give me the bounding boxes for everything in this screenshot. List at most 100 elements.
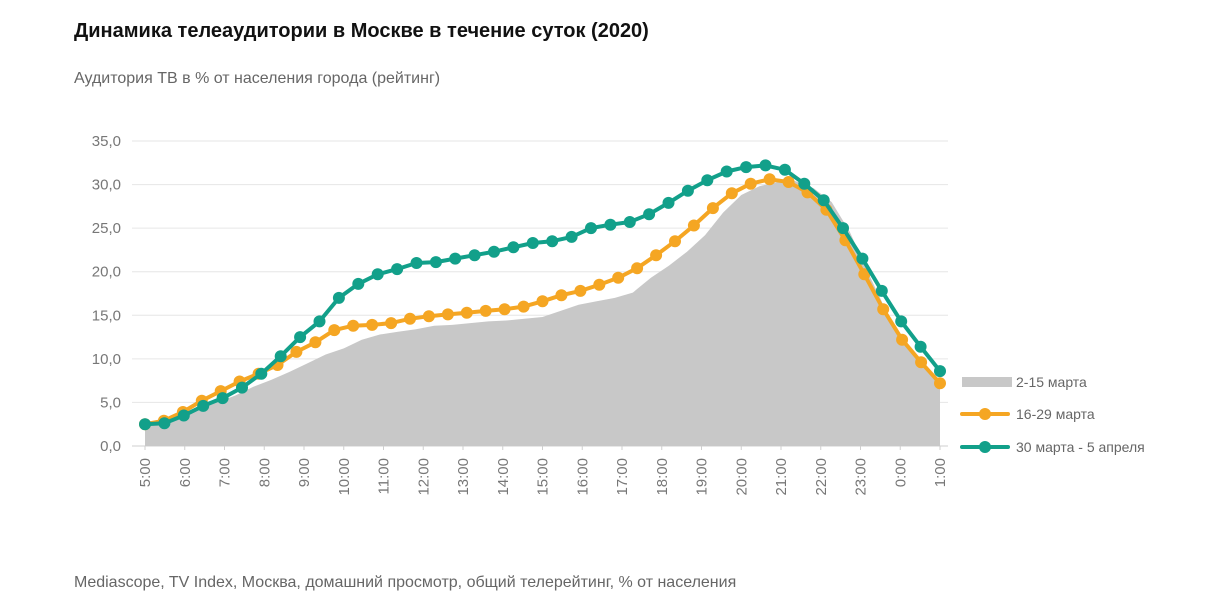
y-tick-label: 15,0 bbox=[92, 307, 121, 324]
data-point bbox=[158, 417, 171, 430]
legend-swatch bbox=[962, 377, 1012, 387]
x-tick-label: 13:00 bbox=[455, 458, 472, 496]
x-tick-label: 7:00 bbox=[217, 458, 234, 487]
y-tick-label: 20,0 bbox=[92, 264, 121, 281]
data-point bbox=[915, 356, 928, 369]
data-point bbox=[517, 300, 530, 313]
x-tick-label: 6:00 bbox=[177, 458, 194, 487]
data-point bbox=[763, 173, 776, 186]
data-point bbox=[479, 304, 492, 317]
y-tick-label: 0,0 bbox=[100, 438, 121, 455]
data-point bbox=[139, 418, 151, 431]
chart-title: Динамика телеаудитории в Москве в течени… bbox=[74, 20, 649, 42]
data-point bbox=[740, 161, 753, 174]
data-point bbox=[837, 222, 849, 235]
x-tick-label: 15:00 bbox=[535, 458, 552, 496]
x-tick-label: 23:00 bbox=[853, 458, 870, 496]
legend-marker bbox=[979, 408, 991, 420]
plot-area bbox=[139, 159, 946, 446]
data-point bbox=[623, 216, 636, 228]
data-point bbox=[460, 306, 473, 319]
x-tick-label: 10:00 bbox=[336, 458, 353, 496]
data-point bbox=[328, 324, 341, 337]
data-point bbox=[687, 219, 700, 232]
x-tick-label: 16:00 bbox=[574, 458, 591, 496]
data-point bbox=[366, 318, 379, 331]
x-tick-label: 1:00 bbox=[932, 458, 949, 487]
data-point bbox=[798, 177, 811, 190]
legend-item: 30 марта - 5 апреля bbox=[960, 439, 1145, 455]
data-point bbox=[759, 159, 772, 172]
data-point bbox=[875, 284, 888, 297]
x-tick-label: 21:00 bbox=[773, 458, 790, 496]
data-point bbox=[858, 268, 871, 281]
data-point bbox=[391, 263, 404, 276]
x-tick-label: 17:00 bbox=[614, 458, 631, 496]
legend-marker bbox=[979, 441, 991, 453]
data-point bbox=[507, 241, 520, 254]
x-tick-label: 22:00 bbox=[813, 458, 830, 496]
y-tick-label: 10,0 bbox=[92, 351, 121, 368]
data-point bbox=[662, 196, 675, 209]
data-point bbox=[725, 187, 738, 200]
data-point bbox=[643, 208, 656, 221]
data-point bbox=[385, 317, 398, 330]
x-tick-label: 18:00 bbox=[654, 458, 671, 496]
legend-item: 16-29 марта bbox=[960, 406, 1095, 422]
data-point bbox=[877, 303, 890, 316]
series-area-2-15-marta bbox=[145, 181, 940, 446]
y-tick-label: 35,0 bbox=[92, 133, 121, 150]
data-point bbox=[177, 409, 190, 422]
data-point bbox=[449, 252, 462, 265]
y-axis: 0,0 5,0 10,0 15,0 20,0 25,0 30,0 35,0 bbox=[92, 133, 121, 455]
x-tick-label: 12:00 bbox=[415, 458, 432, 496]
data-point bbox=[526, 237, 539, 249]
data-point bbox=[536, 295, 549, 308]
data-point bbox=[593, 278, 606, 291]
data-point bbox=[441, 308, 454, 321]
data-point bbox=[371, 268, 384, 281]
x-tick-label: 9:00 bbox=[296, 458, 313, 487]
x-axis: 5:00 6:00 7:00 8:00 9:00 10:00 11:00 12:00 13:00… bbox=[137, 446, 949, 496]
data-point bbox=[817, 194, 830, 207]
data-point bbox=[498, 303, 511, 316]
data-point bbox=[546, 235, 559, 248]
data-point bbox=[294, 331, 307, 344]
data-point bbox=[701, 174, 714, 187]
x-tick-label: 14:00 bbox=[495, 458, 512, 496]
data-point bbox=[720, 165, 733, 178]
line-chart: 0,0 5,0 10,0 15,0 20,0 25,0 30,0 35,0 5:00 6:00 7… bbox=[92, 133, 1145, 496]
data-point bbox=[744, 177, 757, 190]
x-tick-label: 20:00 bbox=[733, 458, 750, 496]
data-point bbox=[429, 256, 442, 269]
data-point bbox=[669, 235, 681, 248]
data-point bbox=[404, 312, 416, 325]
data-point bbox=[555, 289, 568, 302]
data-point bbox=[631, 262, 644, 275]
legend-label: 30 марта - 5 апреля bbox=[1016, 439, 1145, 455]
data-point bbox=[895, 315, 908, 328]
x-tick-label: 11:00 bbox=[376, 458, 393, 494]
y-tick-label: 25,0 bbox=[92, 220, 121, 237]
data-point bbox=[422, 310, 435, 323]
x-tick-label: 19:00 bbox=[694, 458, 711, 496]
data-point bbox=[934, 377, 946, 390]
data-point bbox=[934, 365, 946, 378]
data-point bbox=[410, 257, 423, 269]
data-point bbox=[347, 319, 360, 332]
data-point bbox=[197, 399, 210, 412]
chart-subtitle: Аудитория ТВ в % от населения города (ре… bbox=[74, 70, 441, 87]
data-point bbox=[236, 381, 248, 394]
data-point bbox=[778, 163, 791, 176]
data-point bbox=[574, 284, 587, 297]
legend-item: 2-15 марта bbox=[962, 374, 1087, 390]
data-point bbox=[604, 218, 617, 231]
data-point bbox=[565, 230, 578, 243]
y-tick-label: 30,0 bbox=[92, 177, 121, 194]
data-point bbox=[914, 340, 927, 353]
y-tick-label: 5,0 bbox=[100, 394, 121, 411]
data-point bbox=[255, 367, 268, 380]
data-point bbox=[706, 202, 719, 215]
data-point bbox=[468, 249, 481, 262]
x-tick-label: 0:00 bbox=[892, 458, 909, 487]
